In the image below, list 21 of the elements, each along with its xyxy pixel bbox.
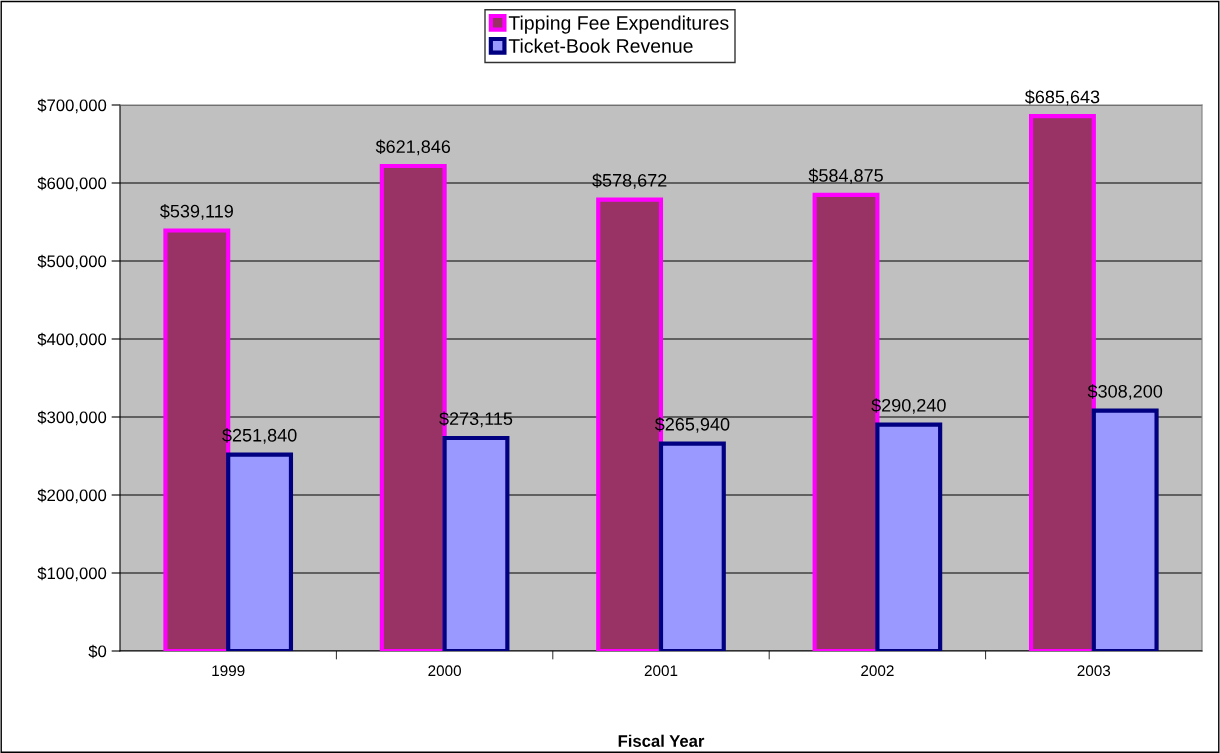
y-tick-label: $0: [88, 644, 107, 659]
x-tick-label: 2003: [1077, 665, 1111, 677]
y-tick-label: $200,000: [37, 488, 107, 504]
y-tick-label: $600,000: [37, 176, 107, 192]
x-tick-label: 2001: [644, 665, 678, 677]
x-tick-label: 2002: [861, 665, 894, 677]
x-axis-title: Fiscal Year: [618, 734, 705, 747]
y-tick-label: $400,000: [37, 332, 107, 348]
text: $584,875: [808, 168, 883, 184]
text: $539,119: [160, 204, 233, 220]
y-tick-label: $100,000: [37, 566, 107, 582]
x-tick-label: 2000: [428, 665, 461, 677]
y-tick-label: $300,000: [37, 410, 107, 426]
legend-label: Tipping Fee Expenditures: [508, 15, 729, 34]
text: $621,846: [375, 139, 451, 156]
legend-label: Ticket-Book Revenue: [508, 38, 693, 53]
y-tick-label: $700,000: [37, 98, 107, 114]
text: $685,643: [1024, 89, 1100, 106]
y-tick-label: $500,000: [37, 254, 107, 270]
x-tick-label: 1999: [212, 665, 245, 677]
text: $578,672: [592, 173, 667, 189]
